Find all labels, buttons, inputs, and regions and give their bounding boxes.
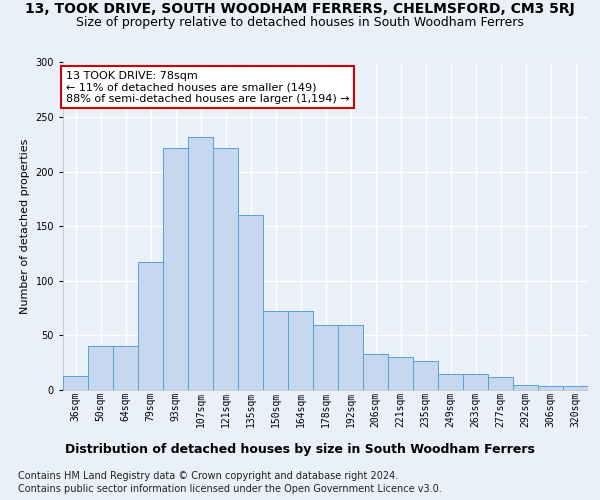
- Bar: [138, 262, 163, 390]
- Text: Contains HM Land Registry data © Crown copyright and database right 2024.: Contains HM Land Registry data © Crown c…: [18, 471, 398, 481]
- Bar: [413, 360, 438, 390]
- Text: Distribution of detached houses by size in South Woodham Ferrers: Distribution of detached houses by size …: [65, 442, 535, 456]
- Bar: [488, 377, 513, 390]
- Bar: [188, 136, 213, 390]
- Text: Contains public sector information licensed under the Open Government Licence v3: Contains public sector information licen…: [18, 484, 442, 494]
- Bar: [288, 312, 313, 390]
- Bar: [113, 346, 138, 390]
- Bar: [263, 312, 288, 390]
- Y-axis label: Number of detached properties: Number of detached properties: [20, 138, 30, 314]
- Bar: [563, 386, 588, 390]
- Bar: [63, 376, 88, 390]
- Bar: [463, 374, 488, 390]
- Bar: [313, 324, 338, 390]
- Bar: [88, 346, 113, 390]
- Bar: [538, 386, 563, 390]
- Bar: [363, 354, 388, 390]
- Bar: [338, 324, 363, 390]
- Bar: [388, 357, 413, 390]
- Bar: [438, 374, 463, 390]
- Text: 13, TOOK DRIVE, SOUTH WOODHAM FERRERS, CHELMSFORD, CM3 5RJ: 13, TOOK DRIVE, SOUTH WOODHAM FERRERS, C…: [25, 2, 575, 16]
- Text: 13 TOOK DRIVE: 78sqm
← 11% of detached houses are smaller (149)
88% of semi-deta: 13 TOOK DRIVE: 78sqm ← 11% of detached h…: [65, 70, 349, 104]
- Bar: [513, 384, 538, 390]
- Bar: [213, 148, 238, 390]
- Bar: [163, 148, 188, 390]
- Bar: [238, 216, 263, 390]
- Text: Size of property relative to detached houses in South Woodham Ferrers: Size of property relative to detached ho…: [76, 16, 524, 29]
